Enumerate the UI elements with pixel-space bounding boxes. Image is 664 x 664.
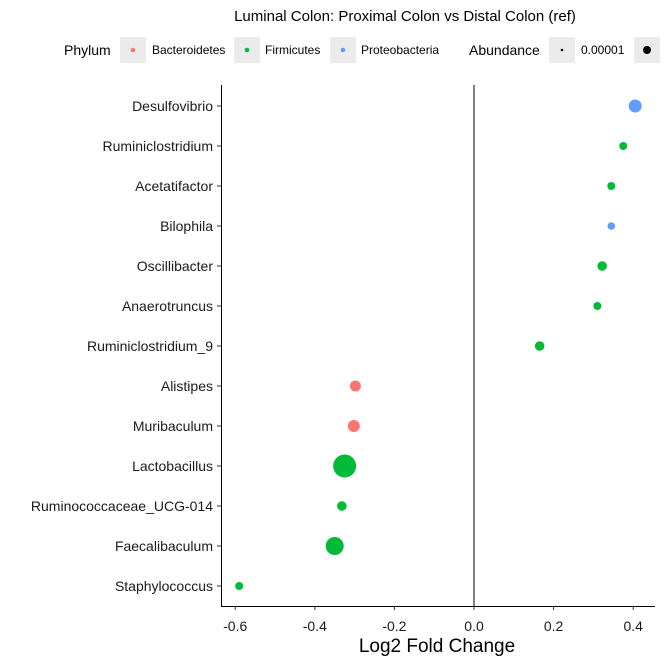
x-tick-label: 0.4 <box>623 618 643 634</box>
data-point-ruminococcaceae-ucg-014 <box>337 501 347 511</box>
data-points <box>235 99 642 590</box>
data-point-anaerotruncus <box>593 302 602 310</box>
legend-size-key-large <box>643 46 651 54</box>
data-point-acetatifactor <box>607 182 616 190</box>
y-tick-label: Muribaculum <box>133 418 213 434</box>
data-point-oscillibacter <box>597 261 607 271</box>
legend-key-proteobacteria <box>340 47 346 53</box>
data-point-ruminiclostridium <box>619 142 628 150</box>
x-tick-label: 0.0 <box>464 618 484 634</box>
y-tick-label: Desulfovibrio <box>132 98 213 114</box>
data-point-staphylococcus <box>235 582 244 590</box>
data-point-muribaculum <box>347 420 360 432</box>
y-axis-labels: Desulfovibrio Ruminiclostridium Acetatifac… <box>31 98 213 594</box>
legend-key-firmicutes <box>244 47 250 53</box>
y-tick-label: Alistipes <box>161 378 213 394</box>
x-axis-ticks <box>234 606 634 610</box>
legend-size-label-small: 0.00001 <box>581 43 625 57</box>
y-tick-label: Ruminiclostridium <box>103 138 213 154</box>
legend-label-firmicutes: Firmicutes <box>265 43 320 57</box>
x-tick-label: -0.2 <box>382 618 406 634</box>
legend-title-phylum: Phylum <box>64 42 111 58</box>
y-tick-label: Oscillibacter <box>137 258 214 274</box>
legend-title-abundance: Abundance <box>469 42 540 58</box>
y-tick-label: Anaerotruncus <box>122 298 213 314</box>
data-point-bilophila <box>607 222 616 230</box>
x-tick-label: 0.2 <box>544 618 564 634</box>
y-tick-label: Staphylococcus <box>115 578 213 594</box>
x-axis-labels: -0.6 -0.4 -0.2 0.0 0.2 0.4 <box>223 618 643 634</box>
x-tick-label: -0.4 <box>303 618 327 634</box>
y-tick-label: Ruminococcaceae_UCG-014 <box>31 498 213 514</box>
data-point-ruminiclostridium-9 <box>534 341 545 351</box>
y-tick-label: Faecalibaculum <box>115 538 213 554</box>
legend-key-bacteroidetes <box>130 47 136 53</box>
data-point-faecalibaculum <box>325 537 344 555</box>
legend: Phylum Abundance Bacteroidetes Firmicutes… <box>64 37 660 63</box>
x-axis-title: Log2 Fold Change <box>359 636 515 657</box>
legend-label-proteobacteria: Proteobacteria <box>361 43 439 57</box>
data-point-desulfovibrio <box>628 99 642 113</box>
y-axis-ticks <box>217 105 221 587</box>
legend-label-bacteroidetes: Bacteroidetes <box>152 43 225 57</box>
x-tick-label: -0.6 <box>223 618 247 634</box>
legend-size-key-small <box>560 48 564 52</box>
data-point-alistipes <box>349 380 361 392</box>
y-tick-label: Acetatifactor <box>135 178 213 194</box>
y-tick-label: Lactobacillus <box>132 458 213 474</box>
chart-title: Luminal Colon: Proximal Colon vs Distal … <box>234 8 576 25</box>
y-tick-label: Ruminiclostridium_9 <box>87 338 213 354</box>
data-point-lactobacillus <box>333 454 357 478</box>
y-tick-label: Bilophila <box>160 218 213 234</box>
